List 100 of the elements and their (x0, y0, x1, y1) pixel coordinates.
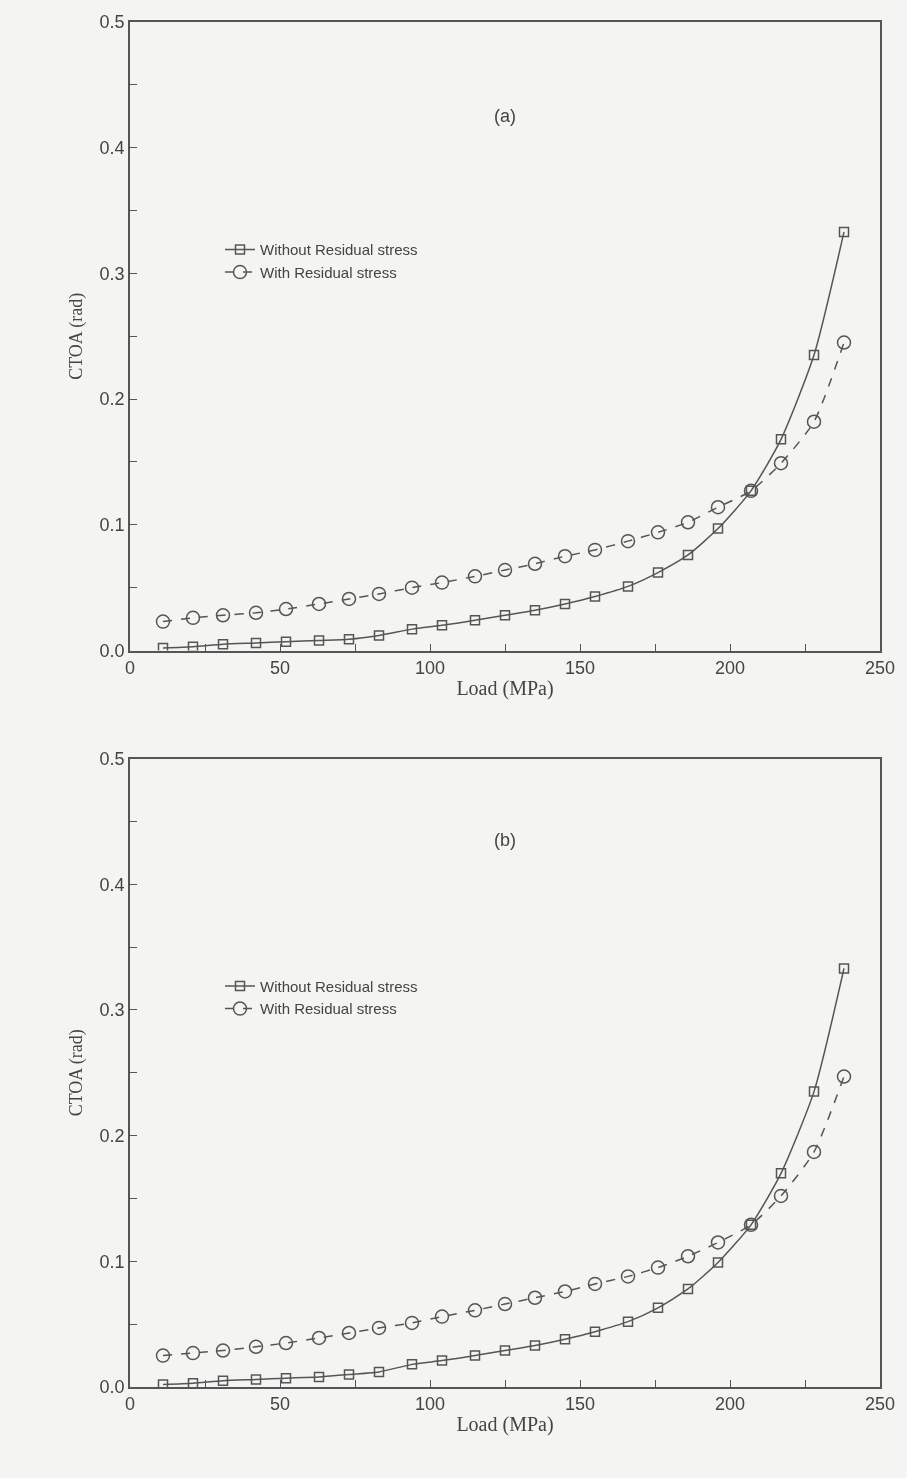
x-tick-label: 150 (564, 657, 596, 678)
point (250, 637, 262, 649)
x-tick-label: 150 (564, 1394, 596, 1415)
x-tick-label: 250 (864, 1394, 896, 1415)
y-tick-label: 0.3 (99, 263, 125, 284)
point (341, 591, 357, 607)
legend-label: Without Residual stress (260, 977, 418, 995)
point (838, 226, 850, 238)
point (467, 1303, 483, 1318)
y-tick-label: 0.0 (99, 1377, 125, 1398)
y-tick-label: 0.4 (99, 138, 125, 158)
x-tick-label: 200 (714, 657, 746, 678)
y-tick-label: 0.0 (99, 640, 125, 661)
point (250, 1374, 262, 1385)
point (404, 580, 420, 595)
point (278, 601, 294, 617)
y-tick-label: 0.2 (99, 1125, 125, 1146)
point (808, 349, 820, 361)
legend-label: With Residual stress (260, 1000, 397, 1018)
point (404, 1315, 420, 1331)
x-tick-label: 200 (714, 1394, 746, 1415)
point (215, 1343, 231, 1358)
y-tick-label: 0.3 (99, 1000, 125, 1021)
point (467, 569, 483, 584)
point (215, 608, 231, 623)
point (343, 1369, 355, 1380)
y-tick-label: 0.2 (99, 389, 125, 410)
x-tick-label: 50 (269, 657, 291, 678)
point (497, 1296, 513, 1312)
point (313, 635, 325, 646)
point (836, 335, 852, 350)
point (587, 542, 603, 558)
point (155, 1348, 171, 1363)
x-tick-label: 0 (124, 657, 136, 678)
y-tick-label: 0.1 (99, 1251, 125, 1272)
point (373, 1366, 385, 1378)
point (773, 1188, 789, 1204)
point (434, 1309, 450, 1324)
point (217, 1375, 229, 1386)
y-axis-title: CTOA (rad) (66, 1029, 88, 1117)
point (589, 591, 601, 602)
point (155, 614, 171, 629)
point (343, 633, 355, 645)
y-tick-label: 0.1 (99, 515, 125, 536)
point (559, 1333, 571, 1345)
y-tick-label: 0.5 (99, 748, 125, 769)
point (682, 1283, 694, 1295)
point (187, 641, 199, 651)
point (773, 455, 789, 471)
point (587, 1276, 603, 1292)
point (469, 615, 481, 626)
point (620, 533, 636, 549)
point (652, 1302, 664, 1314)
point (680, 1249, 696, 1264)
point (406, 623, 418, 635)
point (434, 575, 450, 590)
annotation: (a) (494, 106, 516, 126)
annotation: (b) (494, 830, 516, 850)
point (775, 1168, 787, 1179)
point (406, 1359, 418, 1370)
point (622, 581, 634, 592)
point (622, 1316, 634, 1327)
x-tick-label: 100 (414, 657, 446, 678)
point (652, 567, 664, 578)
point (806, 414, 822, 429)
x-tick-label: 50 (269, 1394, 291, 1415)
point (185, 1345, 201, 1361)
legend-label: With Residual stress (260, 263, 397, 281)
point (620, 1269, 636, 1284)
point (311, 596, 327, 612)
x-tick-label: 100 (414, 1394, 446, 1415)
point (650, 525, 666, 540)
point (557, 1284, 573, 1299)
point (371, 1320, 387, 1336)
y-tick-label: 0.5 (99, 12, 125, 33)
point (710, 1235, 726, 1250)
point (499, 1345, 511, 1356)
point (436, 1355, 448, 1366)
point (529, 605, 541, 616)
point (712, 1257, 724, 1268)
point (278, 1335, 294, 1351)
point (806, 1144, 822, 1160)
point (775, 434, 787, 445)
point (710, 499, 726, 515)
point (497, 562, 513, 578)
x-axis-title: Load (MPa) (456, 1413, 554, 1437)
x-tick-label: 0 (124, 1394, 136, 1415)
point (280, 636, 292, 647)
point (557, 548, 573, 564)
point (341, 1325, 357, 1341)
point (527, 1290, 543, 1305)
y-axis-title: CTOA (rad) (66, 292, 88, 380)
point (682, 549, 694, 561)
point (650, 1260, 666, 1275)
point (836, 1069, 852, 1084)
point (559, 598, 571, 610)
point (373, 630, 385, 641)
point (187, 1377, 199, 1387)
x-axis-title: Load (MPa) (456, 676, 554, 700)
point (311, 1330, 327, 1346)
